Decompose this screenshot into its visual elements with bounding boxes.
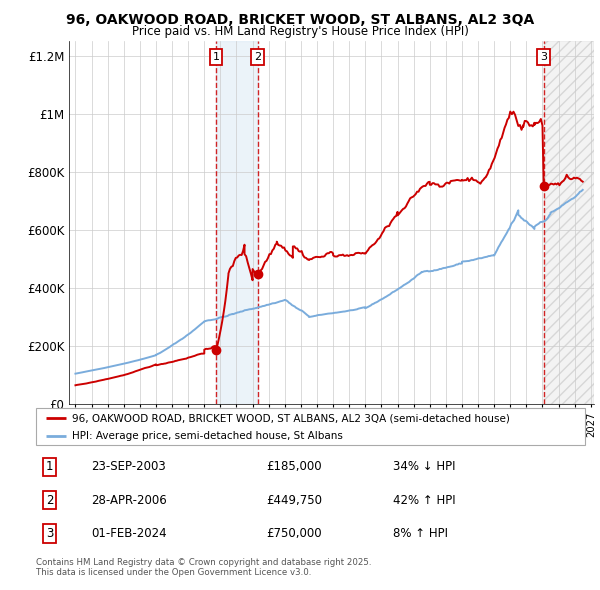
Text: 2: 2 <box>254 52 262 62</box>
Text: 8% ↑ HPI: 8% ↑ HPI <box>393 526 448 540</box>
Text: £449,750: £449,750 <box>266 493 323 507</box>
Text: 23-SEP-2003: 23-SEP-2003 <box>91 460 166 474</box>
Text: 96, OAKWOOD ROAD, BRICKET WOOD, ST ALBANS, AL2 3QA (semi-detached house): 96, OAKWOOD ROAD, BRICKET WOOD, ST ALBAN… <box>71 414 509 423</box>
Text: HPI: Average price, semi-detached house, St Albans: HPI: Average price, semi-detached house,… <box>71 431 343 441</box>
Text: Price paid vs. HM Land Registry's House Price Index (HPI): Price paid vs. HM Land Registry's House … <box>131 25 469 38</box>
Text: 1: 1 <box>46 460 53 474</box>
Text: 01-FEB-2024: 01-FEB-2024 <box>91 526 167 540</box>
Text: 96, OAKWOOD ROAD, BRICKET WOOD, ST ALBANS, AL2 3QA: 96, OAKWOOD ROAD, BRICKET WOOD, ST ALBAN… <box>66 13 534 27</box>
Text: 42% ↑ HPI: 42% ↑ HPI <box>393 493 455 507</box>
Text: £185,000: £185,000 <box>266 460 322 474</box>
Text: 1: 1 <box>212 52 220 62</box>
Text: Contains HM Land Registry data © Crown copyright and database right 2025.
This d: Contains HM Land Registry data © Crown c… <box>36 558 371 577</box>
Text: 3: 3 <box>540 52 547 62</box>
Text: £750,000: £750,000 <box>266 526 322 540</box>
Text: 28-APR-2006: 28-APR-2006 <box>91 493 167 507</box>
Bar <box>544 41 594 404</box>
Bar <box>216 41 258 404</box>
Text: 2: 2 <box>46 493 53 507</box>
Text: 34% ↓ HPI: 34% ↓ HPI <box>393 460 455 474</box>
Text: 3: 3 <box>46 526 53 540</box>
